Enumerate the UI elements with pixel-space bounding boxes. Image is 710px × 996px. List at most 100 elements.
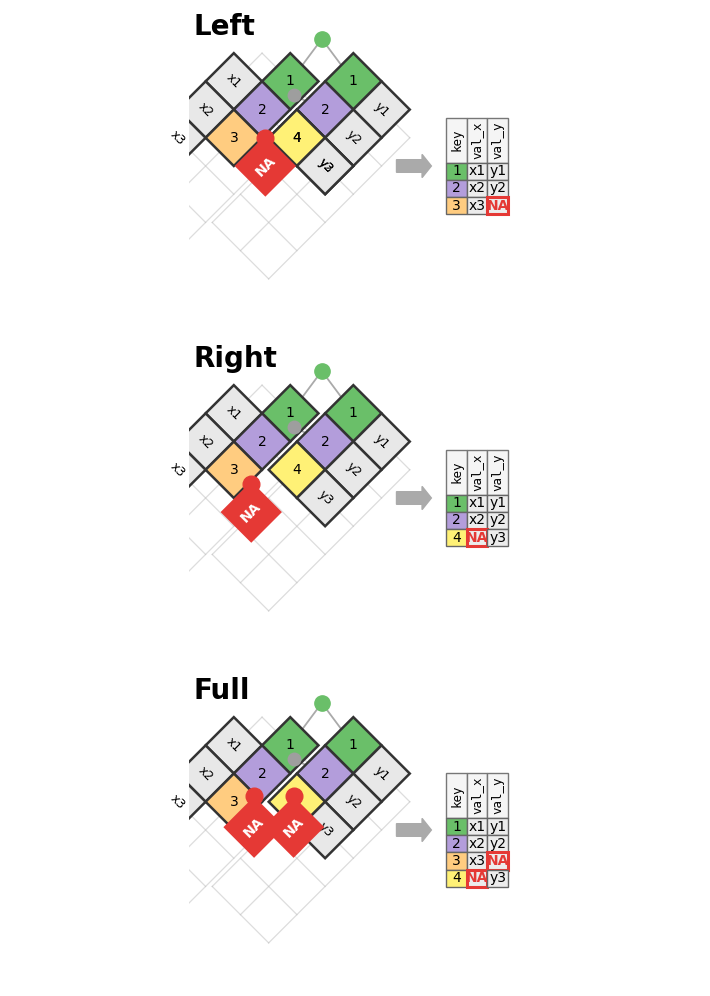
Polygon shape <box>297 802 354 859</box>
Text: 2: 2 <box>321 103 329 117</box>
Polygon shape <box>325 110 381 166</box>
Bar <box>447 179 467 197</box>
Text: 3: 3 <box>229 795 238 809</box>
Text: 3: 3 <box>452 854 461 869</box>
Polygon shape <box>178 745 234 802</box>
Text: 2: 2 <box>321 434 329 448</box>
Text: val_x: val_x <box>471 122 484 158</box>
Bar <box>467 818 488 835</box>
Bar <box>488 773 508 818</box>
Text: val_y: val_y <box>491 777 504 814</box>
Text: x1: x1 <box>469 496 486 510</box>
Text: x2: x2 <box>196 431 216 451</box>
Polygon shape <box>206 385 262 441</box>
Polygon shape <box>325 385 381 441</box>
Text: y2: y2 <box>344 460 364 480</box>
Text: x3: x3 <box>469 198 486 213</box>
Polygon shape <box>149 774 206 830</box>
Bar <box>467 162 488 179</box>
Bar <box>467 494 488 512</box>
FancyArrow shape <box>396 154 432 177</box>
Text: y3: y3 <box>315 156 335 176</box>
Text: Full: Full <box>194 677 251 705</box>
Text: x1: x1 <box>469 820 486 834</box>
Text: 4: 4 <box>293 795 301 809</box>
Text: y1: y1 <box>489 820 506 834</box>
FancyArrow shape <box>396 819 432 842</box>
Polygon shape <box>149 110 206 166</box>
Text: 4: 4 <box>452 872 461 885</box>
Text: x3: x3 <box>168 792 187 812</box>
Bar <box>447 162 467 179</box>
Polygon shape <box>354 745 410 802</box>
Text: 3: 3 <box>452 198 461 213</box>
Text: y1: y1 <box>489 496 506 510</box>
Text: x3: x3 <box>469 854 486 869</box>
Bar <box>467 529 488 546</box>
Text: 3: 3 <box>229 463 238 477</box>
Text: y1: y1 <box>371 431 391 451</box>
Text: 4: 4 <box>293 130 301 144</box>
Bar <box>447 529 467 546</box>
Polygon shape <box>206 441 262 498</box>
Polygon shape <box>268 110 325 166</box>
Text: 1: 1 <box>349 75 358 89</box>
Polygon shape <box>297 745 354 802</box>
Text: Right: Right <box>194 346 278 374</box>
Text: val_y: val_y <box>491 122 504 158</box>
Text: val_y: val_y <box>491 453 504 491</box>
Text: NA: NA <box>486 198 509 213</box>
Polygon shape <box>268 110 325 166</box>
Polygon shape <box>325 717 381 774</box>
Polygon shape <box>354 82 410 137</box>
Polygon shape <box>234 82 290 137</box>
Bar <box>447 118 467 162</box>
Bar <box>467 118 488 162</box>
Bar <box>488 449 508 494</box>
Text: y3: y3 <box>489 872 506 885</box>
Text: 2: 2 <box>258 767 266 781</box>
Polygon shape <box>268 441 325 498</box>
Bar <box>447 853 467 870</box>
Polygon shape <box>297 413 354 470</box>
Polygon shape <box>297 137 354 194</box>
Polygon shape <box>206 53 262 110</box>
Polygon shape <box>297 470 354 526</box>
Bar <box>467 179 488 197</box>
Text: 1: 1 <box>452 820 461 834</box>
Text: x2: x2 <box>469 181 486 195</box>
Text: y3: y3 <box>315 820 335 840</box>
Text: 1: 1 <box>452 496 461 510</box>
Polygon shape <box>178 413 234 470</box>
Text: 3: 3 <box>229 130 238 144</box>
Bar <box>447 870 467 886</box>
Polygon shape <box>297 137 354 194</box>
Polygon shape <box>262 53 319 110</box>
Text: y1: y1 <box>489 164 506 178</box>
Text: x2: x2 <box>469 837 486 851</box>
Text: NA: NA <box>239 499 264 525</box>
Text: x1: x1 <box>224 735 244 755</box>
Text: y3: y3 <box>315 488 335 508</box>
Text: x2: x2 <box>196 100 216 120</box>
Text: y2: y2 <box>344 792 364 812</box>
Polygon shape <box>226 799 283 856</box>
Bar <box>467 449 488 494</box>
Text: NA: NA <box>466 531 488 545</box>
Polygon shape <box>325 774 381 830</box>
Text: 4: 4 <box>293 130 301 144</box>
Bar <box>488 529 508 546</box>
Bar <box>467 853 488 870</box>
Text: val_x: val_x <box>471 777 484 814</box>
Bar <box>488 818 508 835</box>
Polygon shape <box>262 385 319 441</box>
Bar <box>467 197 488 214</box>
Polygon shape <box>149 441 206 498</box>
Bar <box>447 197 467 214</box>
Text: y2: y2 <box>489 181 506 195</box>
Text: 4: 4 <box>452 531 461 545</box>
Bar <box>467 773 488 818</box>
Text: 2: 2 <box>258 103 266 117</box>
Text: key: key <box>450 128 463 151</box>
Bar <box>447 449 467 494</box>
